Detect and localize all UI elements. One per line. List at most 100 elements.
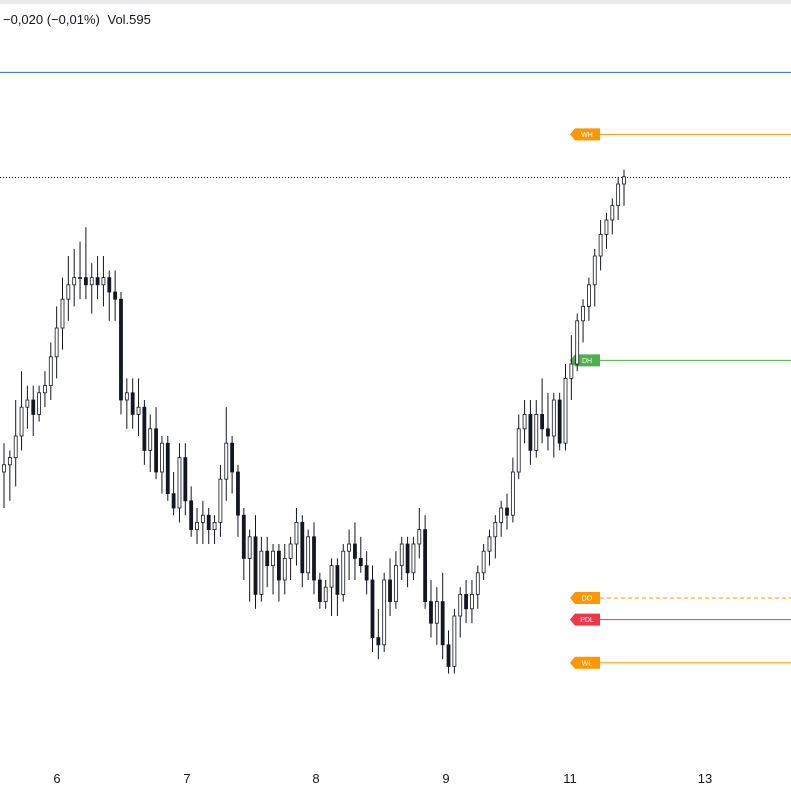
candle-body	[423, 529, 428, 602]
candle-body	[236, 471, 240, 516]
candle-body	[271, 550, 275, 567]
candle-body	[546, 428, 550, 437]
candle-body	[107, 277, 112, 293]
candle-body	[124, 392, 129, 401]
candle-body	[516, 428, 521, 473]
candle-body	[224, 442, 229, 480]
x-tick-label: 6	[53, 771, 60, 786]
candle-body	[154, 428, 158, 473]
candle-body	[78, 277, 82, 280]
candle-body	[259, 550, 264, 595]
candle-body	[563, 377, 568, 444]
candle-body	[230, 442, 235, 473]
candle-body	[522, 413, 527, 430]
candle-body	[48, 356, 53, 386]
candle-body	[148, 428, 153, 451]
candle-body	[587, 284, 591, 307]
candle-body	[89, 277, 94, 286]
candle-body	[575, 320, 580, 365]
candle-body	[113, 291, 118, 300]
candle-body	[253, 536, 258, 595]
candle-body	[66, 284, 71, 300]
candle-body	[25, 399, 30, 408]
candle-body	[218, 478, 223, 523]
level-tag-label-wl: WL	[582, 660, 593, 667]
candle-body	[183, 457, 188, 502]
candle-body	[411, 543, 416, 574]
candle-body	[200, 514, 205, 523]
candle-body	[446, 644, 451, 667]
candle-body	[464, 594, 468, 610]
candle-body	[95, 277, 100, 286]
candle-body	[540, 413, 545, 430]
candle-body	[370, 579, 375, 638]
candle-body	[31, 399, 36, 415]
candle-body	[160, 442, 164, 473]
level-tag-label-dh: DH	[582, 358, 592, 365]
candle-body	[481, 550, 486, 574]
level-tag-label-pdl: PDL	[580, 617, 594, 624]
candle-body	[101, 277, 106, 286]
candle-body	[610, 205, 615, 221]
candle-body	[434, 601, 439, 624]
level-tag-pdl	[570, 613, 600, 626]
level-tag-wl	[570, 656, 600, 669]
candle-body	[376, 637, 381, 646]
candle-body	[37, 392, 41, 415]
candle-body	[136, 406, 141, 415]
candle-body	[288, 543, 293, 559]
candle-body	[581, 305, 585, 322]
candle-body	[616, 183, 621, 207]
candle-body	[399, 543, 404, 567]
candle-body	[212, 522, 217, 531]
x-tick-label: 8	[312, 771, 319, 786]
candle-body	[306, 536, 311, 574]
level-tag-label-do: DO	[582, 596, 593, 603]
candle-body	[470, 594, 474, 610]
candle-body	[189, 500, 194, 530]
candle-body	[388, 579, 392, 603]
candle-body	[83, 277, 88, 286]
candle-body	[417, 529, 422, 545]
candle-body	[393, 565, 398, 602]
candle-body	[294, 522, 299, 545]
candle-body	[353, 543, 357, 559]
x-tick-label: 9	[442, 771, 449, 786]
volume-readout: Vol.595	[107, 12, 151, 27]
candle-body	[317, 579, 322, 603]
candle-body	[142, 406, 147, 451]
candle-body	[358, 558, 363, 567]
candle-body	[569, 363, 574, 379]
candle-body	[405, 543, 410, 574]
candle-body	[510, 471, 515, 516]
candle-body	[551, 399, 556, 437]
candle-body	[282, 558, 287, 581]
candle-body	[119, 298, 123, 401]
candle-body	[364, 565, 369, 581]
candle-body	[19, 406, 24, 437]
status-readout: −0,020 (−0,01%) Vol.595	[3, 12, 155, 27]
candle-body	[195, 522, 199, 531]
candle-body	[7, 457, 12, 466]
candle-body	[247, 536, 252, 559]
candle-body	[487, 536, 492, 552]
candle-body	[604, 219, 609, 235]
candle-body	[335, 565, 340, 595]
candle-body	[13, 435, 18, 459]
candle-body	[206, 514, 211, 531]
candle-body	[43, 385, 47, 394]
x-tick-label: 13	[698, 771, 712, 786]
candle-body	[598, 233, 603, 257]
candle-body	[177, 457, 182, 509]
candle-body	[557, 399, 562, 444]
candle-body	[440, 601, 445, 646]
x-tick-label: 7	[183, 771, 190, 786]
candle-body	[130, 392, 135, 415]
candle-body	[458, 594, 463, 617]
candle-body	[622, 176, 626, 185]
top-toolbar-edge	[0, 0, 791, 4]
candle-body	[323, 586, 328, 603]
candle-body	[592, 255, 597, 286]
candle-body	[499, 507, 504, 523]
